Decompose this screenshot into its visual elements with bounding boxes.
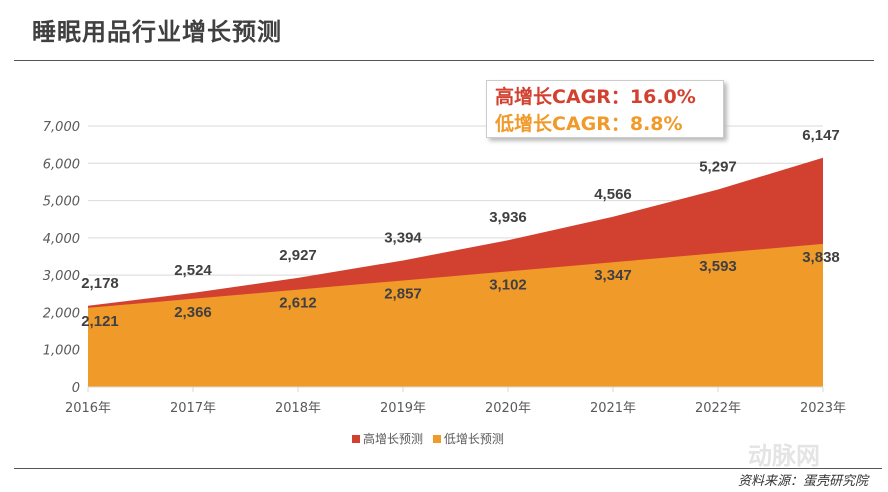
x-tick-label: 2016年 (65, 401, 111, 416)
page-title: 睡眠用品行业增长预测 (32, 18, 282, 46)
legend-high: 高增长预测 (363, 432, 424, 446)
cagr-low: 低增长CAGR：8.8% (495, 113, 683, 135)
data-label-high: 6,147 (802, 127, 840, 144)
y-tick-label: 3,000 (43, 269, 80, 284)
data-label-high: 5,297 (699, 158, 737, 175)
data-label-low: 3,838 (802, 249, 840, 266)
legend-low: 低增长预测 (443, 432, 504, 446)
data-label-high: 2,178 (81, 275, 119, 292)
legend: 高增长预测 低增长预测 (352, 430, 504, 447)
y-tick-label: 4,000 (43, 232, 80, 247)
x-tick-label: 2019年 (380, 401, 426, 416)
y-tick-label: 1,000 (43, 344, 80, 359)
x-tick-label: 2023年 (800, 401, 846, 416)
x-tick-label: 2017年 (170, 401, 216, 416)
title-divider (14, 60, 874, 61)
cagr-high: 高增长CAGR：16.0% (495, 86, 696, 108)
legend-swatch-low (432, 435, 441, 443)
data-label-low: 3,593 (699, 258, 737, 275)
data-label-high: 4,566 (594, 186, 632, 203)
y-tick-label: 7,000 (43, 120, 80, 135)
x-tick-label: 2021年 (590, 401, 636, 416)
x-tick-label: 2018年 (275, 401, 321, 416)
area-low (88, 243, 823, 387)
data-label-low: 2,121 (81, 313, 119, 330)
data-label-high: 2,524 (174, 262, 212, 279)
data-label-low: 3,102 (489, 276, 527, 293)
x-tick-label: 2020年 (485, 401, 531, 416)
data-label-low: 2,857 (384, 285, 422, 302)
x-tick-label: 2022年 (695, 401, 741, 416)
legend-swatch-high (352, 435, 360, 443)
y-tick-label: 5,000 (43, 195, 80, 210)
y-tick-label: 2,000 (43, 306, 80, 321)
data-label-low: 2,366 (174, 304, 212, 321)
data-label-low: 3,347 (594, 267, 632, 284)
cagr-box: 高增长CAGR：16.0% 低增长CAGR：8.8% (486, 80, 724, 138)
data-label-high: 2,927 (279, 247, 317, 264)
data-label-high: 3,394 (384, 229, 422, 246)
watermark-logo: 动脉网 (748, 442, 820, 470)
data-label-high: 3,936 (489, 209, 527, 226)
source-note: 资料来源：蛋壳研究院 (737, 474, 868, 489)
data-label-low: 2,612 (279, 295, 317, 312)
y-tick-label: 6,000 (43, 157, 80, 172)
y-tick-label: 0 (72, 381, 80, 396)
footer-divider (14, 468, 882, 469)
